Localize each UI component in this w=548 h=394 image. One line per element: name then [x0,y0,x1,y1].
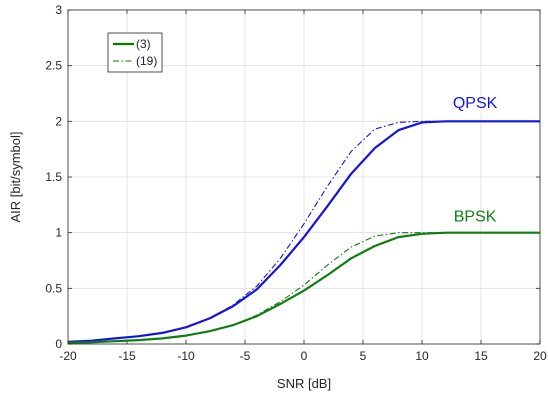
y-tick-label: 2.5 [45,59,62,73]
y-axis-ticks: 0 0.5 1 1.5 2 2.5 3 [45,3,540,351]
x-axis-label: SNR [dB] [277,376,331,391]
qpsk-annotation: QPSK [453,95,498,112]
y-axis-label: AIR [bit/symbol] [8,131,23,222]
x-tick-label: 5 [360,349,367,363]
x-tick-label: -15 [118,349,136,363]
x-tick-label: -10 [177,349,195,363]
x-tick-label: 20 [533,349,547,363]
x-tick-label: 10 [415,349,429,363]
y-tick-label: 3 [55,3,62,17]
y-tick-label: 1.5 [45,170,62,184]
y-tick-label: 1 [55,226,62,240]
legend-box [107,32,163,73]
x-tick-label: 15 [474,349,488,363]
qpsk-dash-dot-line [67,120,540,343]
x-tick-label: -20 [59,349,77,363]
bpsk-annotation: BPSK [454,209,497,226]
legend-label-eq3: (3) [136,37,151,51]
bpsk-dash-dot-line [67,232,540,344]
x-tick-label: -5 [240,349,251,363]
y-tick-label: 0 [55,337,62,351]
y-tick-label: 0.5 [45,281,62,295]
legend-label-eq19: (19) [136,54,157,68]
x-axis-ticks: -20 -15 -10 -5 0 5 10 15 20 [59,10,547,363]
legend: (3) (19) [107,32,163,73]
plot-area-border [67,9,541,345]
series-lines [67,120,540,344]
y-tick-label: 2 [55,114,62,128]
x-tick-label: 0 [301,349,308,363]
